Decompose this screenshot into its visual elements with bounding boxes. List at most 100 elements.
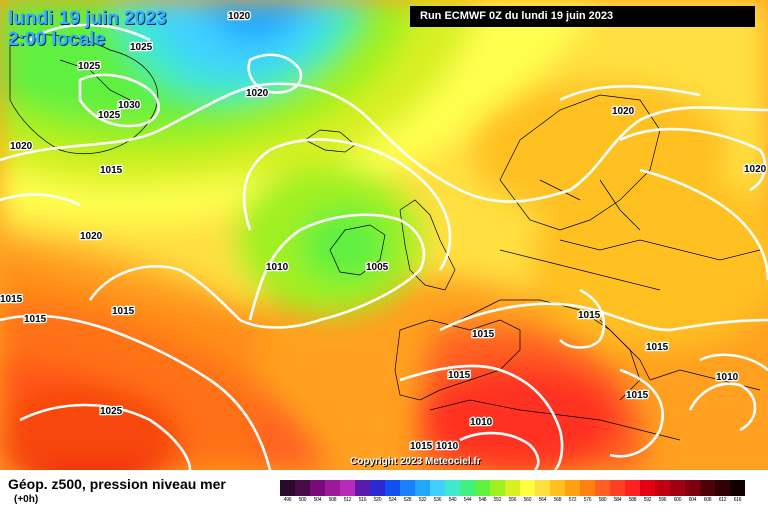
scale-tick: 616 <box>733 497 742 503</box>
scale-tick: 552 <box>493 497 502 503</box>
scale-tick: 584 <box>613 497 622 503</box>
isobar-label: 1015 <box>646 342 669 353</box>
valid-date: lundi 19 juin 2023 <box>8 8 167 29</box>
scale-swatch <box>640 480 655 496</box>
isobar-label: 1010 <box>716 372 739 383</box>
scale-swatch <box>310 480 325 496</box>
isobar-label: 1025 <box>98 110 121 121</box>
isobar-label: 1015 <box>626 390 649 401</box>
scale-swatch <box>370 480 385 496</box>
scale-tick: 516 <box>358 497 367 503</box>
scale-tick: 612 <box>718 497 727 503</box>
scale-swatch <box>520 480 535 496</box>
scale-step: 572 <box>565 480 580 504</box>
scale-step: 588 <box>625 480 640 504</box>
isobar-label: 1025 <box>130 42 153 53</box>
scale-swatch <box>355 480 370 496</box>
scale-tick: 528 <box>403 497 412 503</box>
scale-step: 560 <box>520 480 535 504</box>
isobar-label: 1020 <box>10 141 33 152</box>
scale-swatch <box>595 480 610 496</box>
isobar-label: 1015 <box>100 165 123 176</box>
scale-tick: 508 <box>328 497 337 503</box>
scale-step: 600 <box>670 480 685 504</box>
scale-step: 500 <box>295 480 310 504</box>
scale-swatch <box>685 480 700 496</box>
scale-step: 520 <box>370 480 385 504</box>
scale-tick: 556 <box>508 497 517 503</box>
scale-step: 612 <box>715 480 730 504</box>
isobar-label: 1020 <box>612 106 635 117</box>
scale-swatch <box>610 480 625 496</box>
scale-swatch <box>280 480 295 496</box>
scale-step: 584 <box>610 480 625 504</box>
scale-step: 576 <box>580 480 595 504</box>
scale-tick: 604 <box>688 497 697 503</box>
scale-swatch <box>715 480 730 496</box>
scale-swatch <box>430 480 445 496</box>
scale-step: 552 <box>490 480 505 504</box>
scale-step: 536 <box>430 480 445 504</box>
scale-tick: 564 <box>538 497 547 503</box>
scale-step: 496 <box>280 480 295 504</box>
isobar-label: 1015 <box>472 329 495 340</box>
scale-step: 604 <box>685 480 700 504</box>
scale-tick: 560 <box>523 497 532 503</box>
scale-tick: 568 <box>553 497 562 503</box>
isobar-labels: 1020 1025 1025 1030 1025 1020 1020 1015 … <box>0 10 768 454</box>
scale-step: 556 <box>505 480 520 504</box>
scale-swatch <box>460 480 475 496</box>
scale-tick: 596 <box>658 497 667 503</box>
run-banner: Run ECMWF 0Z du lundi 19 juin 2023 <box>410 6 755 27</box>
scale-tick: 496 <box>283 497 292 503</box>
scale-step: 544 <box>460 480 475 504</box>
isobar-label: 1020 <box>744 164 767 175</box>
scale-swatch <box>385 480 400 496</box>
scale-tick: 500 <box>298 497 307 503</box>
scale-step: 516 <box>355 480 370 504</box>
scale-step: 580 <box>595 480 610 504</box>
scale-swatch <box>550 480 565 496</box>
scale-swatch <box>565 480 580 496</box>
map-canvas: 1020 1025 1025 1030 1025 1020 1020 1015 … <box>0 0 768 470</box>
isobar-label: 1015 <box>112 306 135 317</box>
isobar-label: 1020 <box>246 88 269 99</box>
scale-step: 568 <box>550 480 565 504</box>
scale-tick: 588 <box>628 497 637 503</box>
scale-tick: 544 <box>463 497 472 503</box>
scale-swatch <box>325 480 340 496</box>
scale-tick: 524 <box>388 497 397 503</box>
scale-tick: 512 <box>343 497 352 503</box>
valid-local-time: 2:00 locale <box>8 29 106 50</box>
scale-tick: 572 <box>568 497 577 503</box>
scale-swatch <box>415 480 430 496</box>
scale-step: 504 <box>310 480 325 504</box>
scale-swatch <box>490 480 505 496</box>
scale-step: 608 <box>700 480 715 504</box>
isobar-label: 1005 <box>366 262 389 273</box>
scale-tick: 532 <box>418 497 427 503</box>
scale-swatch <box>700 480 715 496</box>
scale-step: 532 <box>415 480 430 504</box>
scale-swatch <box>340 480 355 496</box>
isobar-label: 1020 <box>228 11 251 22</box>
isobar-label: 1025 <box>100 406 123 417</box>
scale-step: 540 <box>445 480 460 504</box>
isobar-label: 1015 <box>24 314 47 325</box>
scale-swatch <box>400 480 415 496</box>
scale-tick: 580 <box>598 497 607 503</box>
isobar-label: 1015 <box>448 370 471 381</box>
scale-swatch <box>505 480 520 496</box>
isobar-label: 1015 <box>410 441 433 452</box>
scale-step: 508 <box>325 480 340 504</box>
scale-step: 564 <box>535 480 550 504</box>
geopotential-field: 1020 1025 1025 1030 1025 1020 1020 1015 … <box>0 0 768 470</box>
scale-step: 596 <box>655 480 670 504</box>
scale-step: 548 <box>475 480 490 504</box>
scale-tick: 592 <box>643 497 652 503</box>
weather-map: 1020 1025 1025 1030 1025 1020 1020 1015 … <box>0 0 768 470</box>
forecast-offset: (+0h) <box>14 494 39 505</box>
scale-tick: 600 <box>673 497 682 503</box>
valid-time: lundi 19 juin 2023 2:00 locale <box>8 8 166 50</box>
scale-step: 616 <box>730 480 745 504</box>
